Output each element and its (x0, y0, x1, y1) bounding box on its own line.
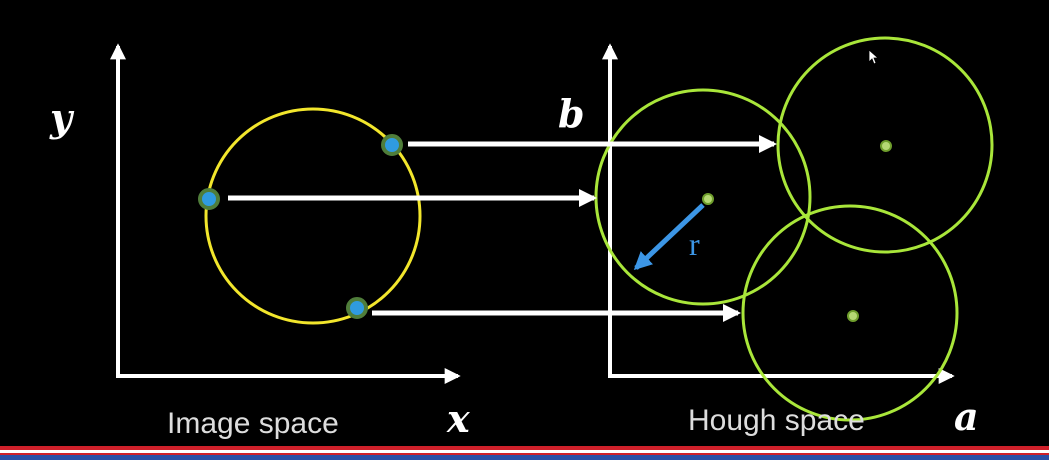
edge-point-top-right (381, 134, 403, 156)
hough-space-axes (602, 43, 955, 384)
hough-space-b-label: b (558, 91, 585, 136)
footer-stripe-blue (0, 455, 1049, 460)
radius-label: r (689, 226, 700, 262)
image-space-caption: Image space (167, 407, 339, 440)
mouse-cursor-icon (868, 49, 880, 65)
footer-stripe-white (0, 450, 1049, 453)
image-space-circle (204, 107, 422, 325)
image-space-axes (110, 43, 461, 384)
image-space-x-label: x (446, 396, 471, 441)
edge-points (198, 134, 403, 319)
center-dot-bottom-right (847, 310, 859, 322)
center-dot-left (702, 193, 714, 205)
hough-circle-centers (702, 140, 892, 322)
hough-space-a-label: a (954, 394, 979, 439)
hough-space-circles (594, 36, 994, 422)
edge-point-bottom (346, 297, 368, 319)
edge-point-left (198, 188, 220, 210)
hough-circle-bottom-right (741, 204, 959, 422)
image-space-y-label: y (49, 95, 75, 140)
center-dot-top-right (880, 140, 892, 152)
hough-space-caption: Hough space (688, 404, 865, 437)
radius-arrow (633, 203, 705, 271)
footer-stripe-red-2 (0, 453, 1049, 455)
hough-circle-top-right (776, 36, 994, 254)
mapping-arrows (228, 135, 777, 322)
footer-stripes (0, 446, 1049, 460)
footer-stripe-red (0, 446, 1049, 450)
